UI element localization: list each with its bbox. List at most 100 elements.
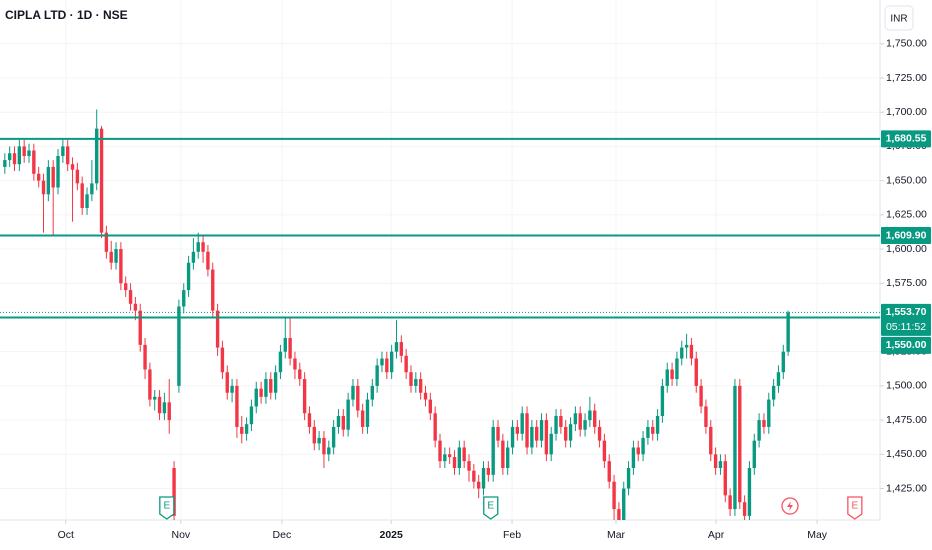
candle-body <box>322 437 326 455</box>
candle-body <box>162 402 167 414</box>
price-label-box <box>881 227 931 245</box>
candle-body <box>336 416 341 427</box>
candle-body <box>433 413 437 441</box>
price-label: 1,550.00 <box>886 339 927 351</box>
candle-body <box>564 426 568 441</box>
candle-body <box>617 509 621 520</box>
candle-body <box>491 426 495 475</box>
candle-body <box>457 447 462 468</box>
candle-body <box>554 416 558 434</box>
candle-body <box>302 379 307 414</box>
candle-body <box>530 426 534 448</box>
y-tick-label: 1,725.00 <box>886 72 927 84</box>
x-tick-label: Dec <box>273 529 292 541</box>
candle-body <box>418 379 423 393</box>
y-tick-label: 1,450.00 <box>886 448 927 460</box>
candle-body <box>133 303 138 311</box>
candle-body <box>636 447 640 455</box>
candle-body <box>699 385 703 407</box>
candle-body <box>360 410 365 427</box>
candle-body <box>95 128 99 184</box>
candle-body <box>124 283 128 291</box>
candle-body <box>467 461 471 471</box>
candle-body <box>675 358 679 380</box>
candle-body <box>651 426 655 434</box>
candle-body <box>646 426 650 438</box>
x-tick-label: Mar <box>607 529 626 541</box>
price-label: 1,609.90 <box>886 229 927 241</box>
candle-body <box>597 426 602 441</box>
candle-body <box>438 440 442 462</box>
candle-body <box>128 290 133 304</box>
candle-body <box>486 468 491 475</box>
x-tick-label: 2025 <box>379 529 403 541</box>
candle-body <box>631 447 636 468</box>
candle-body <box>365 399 370 427</box>
candle-body <box>428 399 433 414</box>
candle-body <box>525 413 529 448</box>
candle-body <box>240 426 244 434</box>
candle-body <box>215 310 220 348</box>
candle-body <box>22 146 26 156</box>
plot-area <box>0 0 880 520</box>
candle-body <box>501 440 505 468</box>
candle-body <box>776 372 781 386</box>
candle-body <box>389 351 394 373</box>
candle-body <box>66 146 70 165</box>
candle-body <box>786 312 790 352</box>
candle-body <box>51 166 55 188</box>
candle-body <box>573 413 578 425</box>
candle-body <box>767 399 771 427</box>
candle-body <box>225 372 229 393</box>
candle-body <box>3 160 7 167</box>
candle-body <box>278 351 283 373</box>
x-tick-label: Apr <box>708 529 725 541</box>
currency-box[interactable] <box>884 5 914 31</box>
y-tick-label: 1,700.00 <box>886 106 927 118</box>
price-label-box <box>881 130 931 148</box>
candle-body <box>689 344 694 359</box>
candle-body <box>61 146 65 156</box>
candle-body <box>641 437 645 455</box>
candle-body <box>781 351 785 373</box>
candle-body <box>85 194 89 208</box>
candle-body <box>728 495 732 510</box>
x-tick-label: May <box>807 529 828 541</box>
candle-body <box>206 251 210 270</box>
candle-body <box>713 454 718 468</box>
candle-body <box>75 169 80 184</box>
price-label-box <box>881 303 931 336</box>
candle-body <box>341 416 345 430</box>
alert-icon[interactable] <box>781 497 799 515</box>
candle-body <box>17 146 22 165</box>
candle-body <box>709 426 713 455</box>
candle-body <box>41 180 46 195</box>
candle-body <box>235 385 239 427</box>
candle-body <box>249 406 254 425</box>
candle-body <box>622 488 626 520</box>
candle-body <box>762 420 766 427</box>
candle-body <box>665 369 669 386</box>
price-label-box <box>881 336 931 354</box>
candle-body <box>472 470 476 482</box>
currency: INR <box>890 14 907 25</box>
candle-body <box>191 251 196 263</box>
candle-body <box>293 358 297 370</box>
candle-body <box>680 347 684 359</box>
x-tick-label: Nov <box>171 529 190 541</box>
candle-body <box>515 426 520 434</box>
y-tick-label: 1,475.00 <box>886 414 927 426</box>
y-tick-label: 1,500.00 <box>886 380 927 392</box>
candle-body <box>723 461 727 496</box>
candle-body <box>273 372 278 393</box>
candle-body <box>370 385 374 400</box>
candle-body <box>143 344 147 370</box>
candle-body <box>544 420 549 455</box>
candle-body <box>520 413 524 434</box>
candle-body <box>718 461 723 468</box>
candle-body <box>409 372 413 386</box>
candle-body <box>298 369 302 380</box>
candle-body <box>607 461 611 482</box>
y-tick-label: 1,425.00 <box>886 482 927 494</box>
